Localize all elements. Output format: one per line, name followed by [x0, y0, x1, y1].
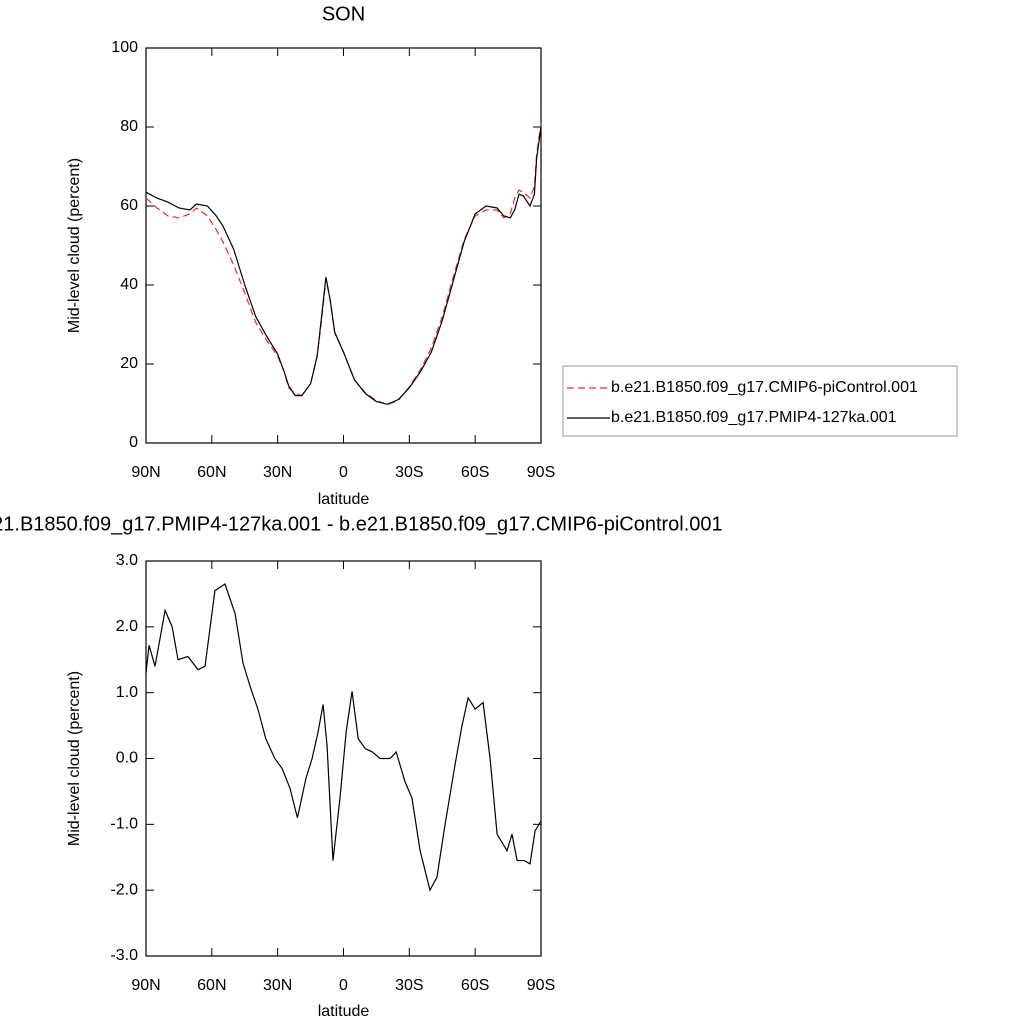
x-tick-label: 30S	[395, 464, 423, 481]
x-tick-label: 60N	[197, 464, 226, 481]
plot-frame	[145, 47, 542, 444]
y-tick-label: -1.0	[110, 816, 138, 833]
y-axis-label: Mid-level cloud (percent)	[66, 158, 83, 333]
y-tick-label: 2.0	[116, 618, 138, 635]
x-tick-label: 90N	[131, 977, 160, 994]
y-tick-label: 100	[111, 39, 138, 56]
legend-label: b.e21.B1850.f09_g17.CMIP6-piControl.001	[611, 379, 918, 396]
y-tick-label: -2.0	[110, 881, 138, 898]
y-tick-label: 60	[120, 197, 138, 214]
x-tick-label: 60S	[461, 977, 489, 994]
x-tick-label: 90N	[131, 464, 160, 481]
y-tick-label: 3.0	[116, 552, 138, 569]
y-tick-label: 0	[129, 434, 138, 451]
x-axis-label: latitude	[318, 491, 370, 508]
x-tick-label: 90S	[527, 464, 555, 481]
x-axis-label: latitude	[318, 1003, 370, 1020]
x-tick-label: 0	[339, 464, 348, 481]
legend-box	[562, 365, 958, 437]
x-tick-label: 30N	[263, 464, 292, 481]
legend-label: b.e21.B1850.f09_g17.PMIP4-127ka.001	[611, 409, 897, 426]
y-tick-label: 1.0	[116, 684, 138, 701]
x-tick-label: 60S	[461, 464, 489, 481]
chart-title: b.e21.B1850.f09_g17.PMIP4-127ka.001 - b.…	[0, 513, 723, 535]
y-tick-label: 0.0	[116, 750, 138, 767]
data-line	[145, 122, 542, 406]
data-line	[145, 126, 542, 405]
y-tick-label: -3.0	[110, 947, 138, 964]
y-tick-label: 40	[120, 276, 138, 293]
x-tick-label: 90S	[527, 977, 555, 994]
y-tick-label: 20	[120, 355, 138, 372]
y-axis-label: Mid-level cloud (percent)	[66, 671, 83, 846]
x-tick-label: 30N	[263, 977, 292, 994]
x-tick-label: 60N	[197, 977, 226, 994]
x-tick-label: 0	[339, 977, 348, 994]
y-tick-label: 80	[120, 118, 138, 135]
x-tick-label: 30S	[395, 977, 423, 994]
data-line	[145, 583, 542, 892]
chart-title: SON	[322, 3, 365, 25]
